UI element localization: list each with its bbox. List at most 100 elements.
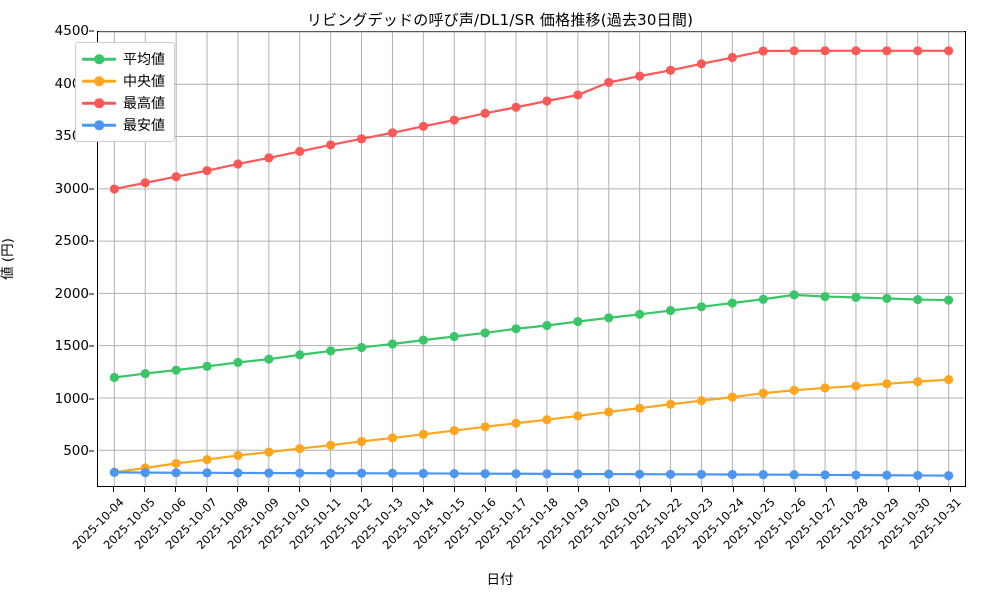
data-point xyxy=(758,294,768,304)
data-point xyxy=(944,471,954,481)
data-point xyxy=(789,290,799,300)
data-point xyxy=(418,121,428,131)
data-point xyxy=(882,293,892,303)
y-tick-label: 1000 xyxy=(54,390,89,407)
y-tick-mark xyxy=(89,450,94,452)
data-point xyxy=(944,295,954,305)
data-series-layer xyxy=(109,46,954,481)
series-line xyxy=(113,293,950,379)
data-point xyxy=(696,302,707,312)
x-tick-mark xyxy=(298,487,300,492)
y-tick-mark xyxy=(89,30,94,32)
data-point xyxy=(573,469,583,479)
data-point xyxy=(109,184,119,194)
data-point xyxy=(295,146,305,156)
legend-item-最高値[interactable]: 最高値 xyxy=(82,92,165,114)
data-point xyxy=(913,46,923,56)
legend-item-中央値[interactable]: 中央値 xyxy=(82,70,165,92)
y-tick-mark xyxy=(89,345,94,347)
x-axis-tick-labels: 2025-10-04 2025-10-05 2025-10-06 2025-10-07… xyxy=(69,487,966,577)
x-tick-mark xyxy=(453,487,455,492)
data-point xyxy=(789,46,799,56)
x-tick-mark xyxy=(733,487,735,492)
plot-area xyxy=(97,31,966,487)
data-point xyxy=(480,328,490,338)
data-point xyxy=(604,313,614,323)
data-point xyxy=(696,469,707,479)
data-point xyxy=(387,339,398,349)
data-point xyxy=(820,470,830,480)
data-point xyxy=(696,396,707,406)
data-point xyxy=(109,372,119,383)
data-point xyxy=(109,467,119,477)
data-point xyxy=(356,468,367,478)
data-point xyxy=(295,468,305,478)
series-平均値 xyxy=(109,290,954,383)
data-point xyxy=(511,102,521,112)
data-point xyxy=(326,468,336,478)
x-tick-mark xyxy=(205,487,207,492)
data-point xyxy=(480,422,490,432)
legend-marker-icon xyxy=(82,96,116,110)
data-point xyxy=(635,309,645,319)
data-point xyxy=(882,470,892,480)
chart-title: リビングデッドの呼び声/DL1/SR 価格推移(過去30日間) xyxy=(306,11,694,29)
series-最安値 xyxy=(109,467,954,481)
data-point xyxy=(727,52,737,63)
y-tick-label: 500 xyxy=(63,443,89,460)
x-tick-mark xyxy=(547,487,549,492)
data-point xyxy=(511,469,521,479)
legend-label: 平均値 xyxy=(123,52,165,68)
data-point xyxy=(635,71,645,81)
data-point xyxy=(387,468,398,478)
data-point xyxy=(851,381,861,391)
legend-marker-icon xyxy=(82,74,116,88)
data-point xyxy=(356,134,367,144)
data-point xyxy=(171,172,181,182)
legend-marker-icon xyxy=(82,118,116,132)
legend-item-平均値[interactable]: 平均値 xyxy=(82,48,165,70)
series-line xyxy=(113,471,950,477)
data-point xyxy=(573,90,583,100)
y-tick-label: 3000 xyxy=(54,180,89,197)
legend-label: 中央値 xyxy=(123,74,165,90)
x-tick-mark xyxy=(609,487,611,492)
x-tick-mark xyxy=(112,487,114,492)
data-point xyxy=(140,178,150,188)
data-point xyxy=(944,46,954,56)
data-point xyxy=(758,388,768,398)
x-tick-mark xyxy=(174,487,176,492)
y-tick-mark xyxy=(89,188,94,190)
series-line xyxy=(113,378,950,474)
legend-marker-icon xyxy=(82,52,116,66)
data-point xyxy=(202,454,212,465)
data-point xyxy=(665,65,676,75)
legend-item-最安値[interactable]: 最安値 xyxy=(82,114,165,136)
chart-legend[interactable]: 平均値中央値最高値 最安値 xyxy=(75,42,175,142)
data-point xyxy=(171,468,181,478)
data-point xyxy=(665,469,676,479)
data-point xyxy=(758,46,768,56)
data-point xyxy=(511,324,521,334)
data-point xyxy=(635,403,645,413)
series-中央値 xyxy=(109,374,954,477)
x-tick-mark xyxy=(888,487,890,492)
x-tick-mark xyxy=(391,487,393,492)
data-point xyxy=(727,469,737,480)
data-point xyxy=(356,436,367,447)
data-point xyxy=(418,468,428,479)
y-tick-mark xyxy=(89,240,94,242)
data-point xyxy=(696,59,707,69)
data-point xyxy=(604,77,614,87)
x-tick-mark xyxy=(795,487,797,492)
data-point xyxy=(665,305,676,316)
x-tick-mark xyxy=(515,487,517,492)
data-point xyxy=(202,468,212,478)
data-point xyxy=(820,383,830,393)
x-tick-mark xyxy=(267,487,269,492)
data-point xyxy=(542,96,552,106)
x-tick-mark xyxy=(857,487,859,492)
data-point xyxy=(820,46,830,56)
data-point xyxy=(604,469,614,479)
data-point xyxy=(326,140,336,150)
